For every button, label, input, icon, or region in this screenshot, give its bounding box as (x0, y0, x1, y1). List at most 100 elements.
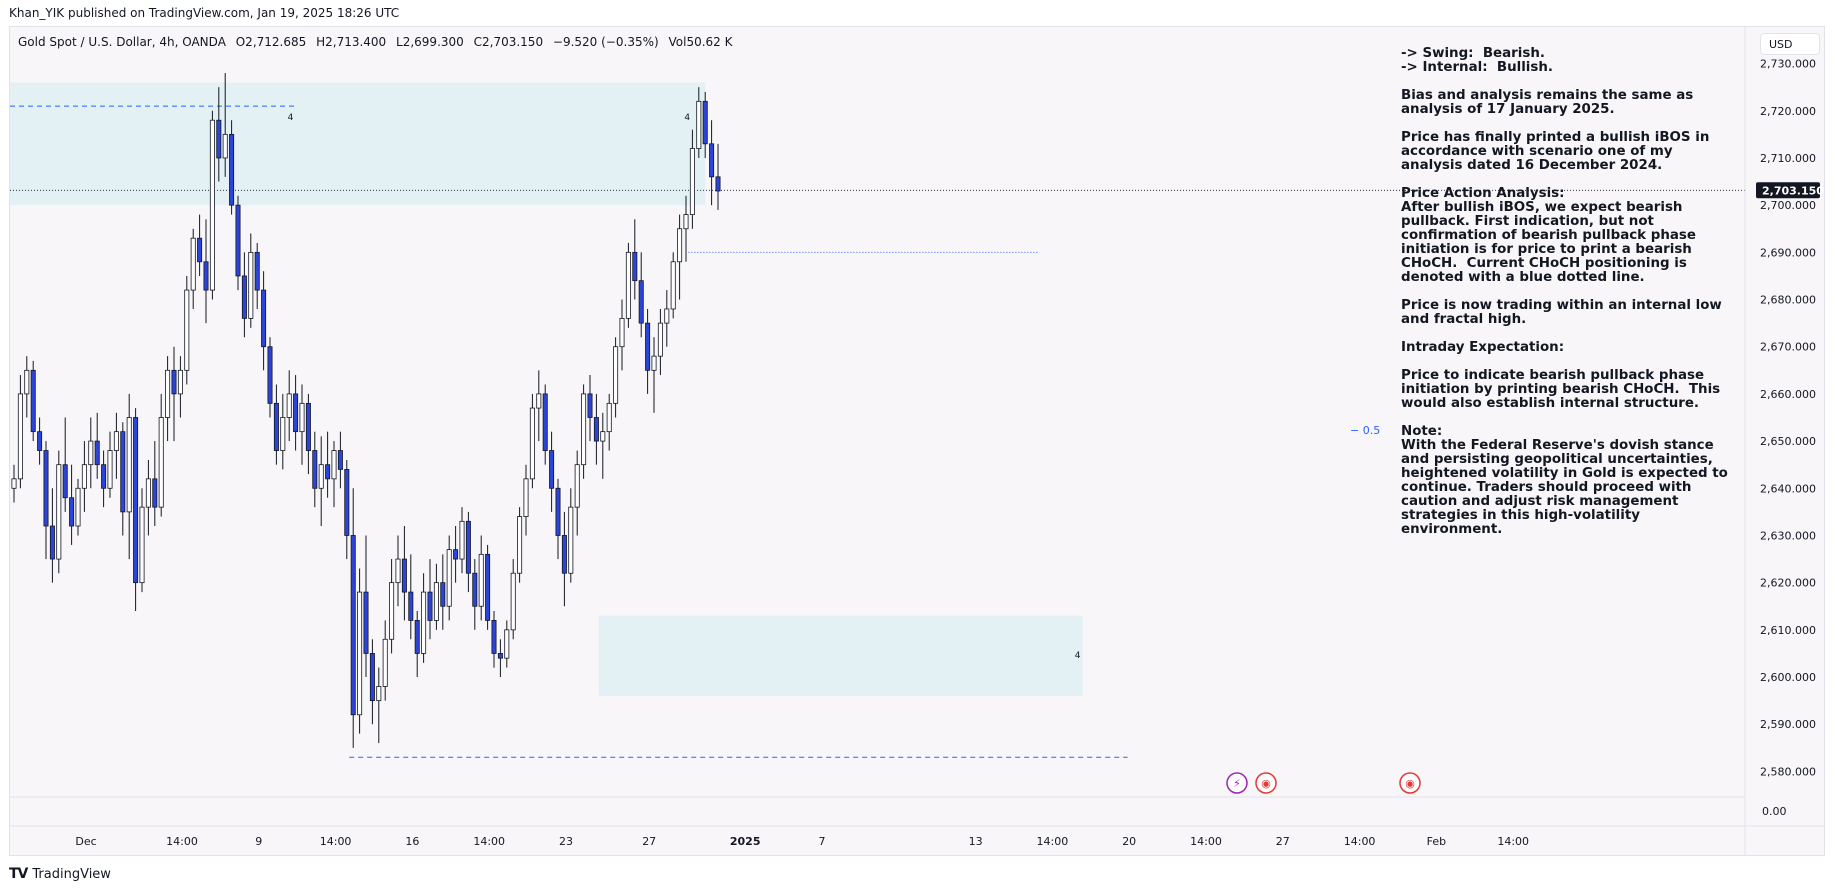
bearish-candle (94, 440, 100, 466)
demand-zone[interactable] (598, 615, 1083, 696)
bullish-candle (81, 464, 87, 489)
bearish-candle (337, 450, 343, 470)
bearish-candle (491, 620, 497, 654)
bullish-candle (625, 251, 631, 319)
currency-selector[interactable]: USD (1760, 33, 1820, 55)
x-tick-label: 7 (819, 835, 826, 848)
y-tick-label: 2,580.000 (1760, 765, 1816, 778)
note-paragraph: Intraday Expectation: (1401, 340, 1565, 355)
bullish-candle (11, 478, 17, 489)
bullish-candle (299, 402, 305, 433)
x-tick-label: 9 (255, 835, 262, 848)
bullish-candle (209, 119, 215, 291)
x-tick-label: 20 (1122, 835, 1136, 848)
bearish-candle (312, 450, 318, 489)
bearish-candle (638, 280, 644, 324)
bearish-candle (645, 322, 651, 371)
supply-zone[interactable] (10, 82, 706, 206)
bullish-candle (536, 393, 542, 409)
zone-label: 4 (1075, 651, 1081, 661)
bullish-candle (17, 393, 23, 480)
fib-0.5-label: − 0.5 (1350, 424, 1380, 437)
bullish-candle (286, 393, 292, 418)
note-paragraph: Price is now trading within an internal … (1401, 298, 1727, 327)
bearish-candle (273, 402, 279, 451)
bearish-candle (561, 535, 567, 574)
bullish-candle (568, 506, 574, 574)
bullish-candle (184, 289, 190, 371)
bearish-candle (369, 653, 375, 702)
bullish-candle (75, 487, 81, 527)
bearish-candle (101, 464, 107, 489)
bullish-candle (504, 629, 510, 659)
y-tick-label: 2,730.000 (1760, 58, 1816, 71)
bearish-candle (709, 143, 715, 178)
y-tick-label: 2,610.000 (1760, 624, 1816, 637)
bearish-candle (549, 450, 555, 489)
tradingview-logo-icon: TV (9, 866, 28, 882)
y-tick-label: 2,700.000 (1760, 199, 1816, 212)
bearish-candle (414, 620, 420, 654)
bearish-candle (485, 553, 491, 621)
bearish-candle (43, 450, 49, 527)
bullish-candle (107, 450, 113, 489)
ohlc-close: C2,703.150 (473, 35, 544, 49)
bearish-candle (305, 402, 311, 451)
bearish-candle (203, 261, 209, 291)
x-tick-label: 14:00 (166, 835, 198, 848)
bullish-candle (56, 464, 62, 560)
bullish-candle (459, 520, 465, 560)
bullish-candle (158, 417, 164, 508)
bearish-candle (62, 464, 68, 499)
bullish-candle (517, 516, 523, 574)
bullish-candle (581, 393, 587, 466)
bullish-candle (389, 582, 395, 640)
bearish-candle (715, 176, 721, 192)
us-flag-event-icon[interactable] (1255, 772, 1277, 794)
brand-label: TradingView (32, 866, 111, 882)
bullish-candle (446, 549, 452, 607)
x-tick-label: 14:00 (1497, 835, 1529, 848)
bearish-candle (37, 431, 43, 451)
lightning-event-icon[interactable] (1226, 772, 1248, 794)
y-tick-label: 2,650.000 (1760, 435, 1816, 448)
volume-value: Vol50.62 K (668, 35, 733, 49)
bullish-candle (190, 237, 196, 291)
ohlc-change: −9.520 (−0.35%) (552, 35, 659, 49)
bullish-candle (606, 402, 612, 433)
bearish-candle (542, 393, 548, 451)
bullish-candle (689, 148, 695, 215)
lightning-event-icon-glyph: ⚡ (1233, 777, 1241, 790)
y-tick-label: 2,640.000 (1760, 482, 1816, 495)
bullish-candle (664, 308, 670, 324)
bearish-candle (408, 591, 414, 621)
ohlc-open: O2,712.685 (235, 35, 307, 49)
bullish-candle (145, 478, 151, 508)
last-price-badge (1756, 182, 1820, 199)
bearish-candle (497, 653, 503, 659)
bullish-candle (651, 355, 657, 371)
x-tick-label: 14:00 (473, 835, 505, 848)
bullish-candle (433, 582, 439, 621)
bearish-candle (254, 251, 260, 291)
bullish-candle (657, 322, 663, 357)
y-tick-label: 2,600.000 (1760, 671, 1816, 684)
bearish-candle (267, 346, 273, 404)
bearish-candle (465, 520, 471, 574)
us-flag-event-icon[interactable] (1399, 772, 1421, 794)
bullish-candle (613, 346, 619, 404)
bullish-candle (24, 369, 30, 395)
bearish-candle (555, 487, 561, 536)
ohlc-high: H2,713.400 (316, 35, 387, 49)
symbol-name[interactable]: Gold Spot / U.S. Dollar, 4h, OANDA (18, 35, 226, 49)
zone-label: 4 (684, 113, 690, 123)
x-tick-label: 2025 (730, 835, 761, 848)
tradingview-brand[interactable]: TV TradingView (9, 866, 111, 882)
bullish-candle (619, 318, 625, 348)
bullish-candle (478, 553, 484, 607)
bearish-candle (440, 582, 446, 607)
bullish-candle (222, 133, 228, 159)
bearish-candle (197, 237, 203, 263)
bearish-candle (133, 417, 139, 584)
